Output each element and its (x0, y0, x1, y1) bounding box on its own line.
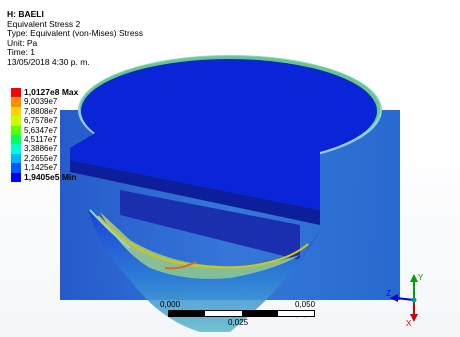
legend-label: 9,0039e7 (24, 97, 58, 107)
section-slab-side (70, 160, 320, 225)
scale-start-label: 0,000 (160, 300, 181, 309)
triad-z-label: Z (386, 289, 391, 298)
section-slab-face (120, 190, 300, 260)
triad-x-label: X (406, 319, 412, 328)
cone-rim-cyan (89, 209, 131, 249)
result-time: Time: 1 (7, 47, 36, 57)
logo-brand: ANSYS (369, 24, 450, 48)
legend-swatch (11, 106, 21, 117)
legend-swatch (11, 153, 21, 164)
analysis-title: H: BAELI (7, 9, 44, 19)
legend-swatch (11, 116, 21, 126)
legend-label: 5,6347e7 (24, 125, 58, 135)
cone-cup-inner (100, 212, 300, 279)
legend-label: 6,7578e7 (24, 116, 58, 126)
triad-y-label: Y (418, 273, 424, 282)
legend-label: 4,5117e7 (24, 134, 57, 144)
legend-label: 1,0127e8 Max (24, 87, 79, 97)
scale-bar-track (168, 310, 315, 317)
scale-mid-label: 0,025 (228, 318, 249, 327)
result-date: 13/05/2018 4:30 p. m. (7, 56, 90, 67)
legend-swatch (11, 134, 21, 145)
legend-label: 1,1425e7 (24, 163, 58, 173)
cone-cup-outer (88, 210, 322, 332)
legend-label: 3,3886e7 (24, 144, 58, 154)
section-slab-top (70, 118, 320, 210)
legend-swatch (11, 163, 21, 173)
legend-label: 7,8808e7 (24, 106, 58, 116)
legend-swatch (11, 125, 21, 135)
result-type: Type: Equivalent (von-Mises) Stress (7, 28, 144, 38)
result-name: Equivalent Stress 2 (7, 18, 81, 29)
result-info-panel: H: BAELI Equivalent Stress 2 Type: Equiv… (7, 9, 144, 67)
legend-label: 2,2655e7 (24, 153, 58, 163)
cone-rim-yellow (97, 215, 309, 269)
logo-version: 16.0 (423, 45, 450, 59)
legend-swatch (11, 88, 21, 98)
axis-triad-icon[interactable]: Y Z X (384, 270, 434, 330)
ansys-logo: ANSYS 16.0 (369, 26, 450, 58)
legend-swatch (11, 97, 21, 107)
result-unit: Unit: Pa (7, 37, 38, 48)
legend-swatch (11, 144, 21, 154)
cone-rim-orange (164, 261, 197, 270)
legend-label: 1,9405e5 Min (24, 171, 77, 182)
legend-swatch (11, 172, 21, 182)
